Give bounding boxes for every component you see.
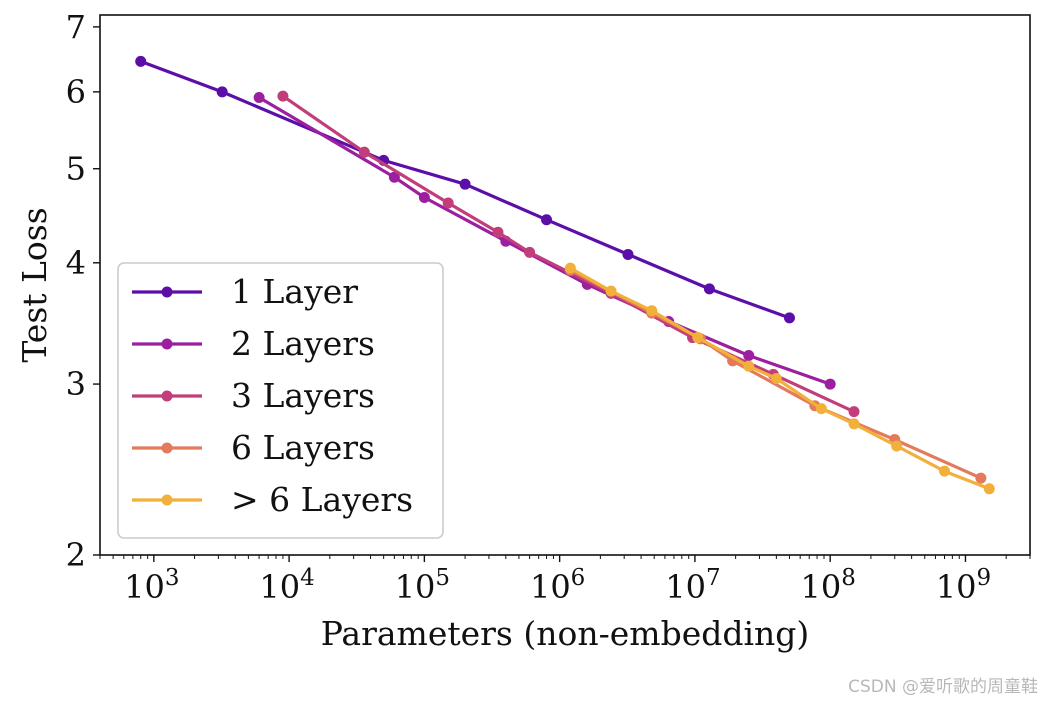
data-point [646,305,658,317]
series-line [139,59,792,320]
data-point [743,350,755,362]
legend-label: 6 Layers [231,428,375,467]
x-tick-label: 108 [801,565,856,606]
series-line [257,95,832,386]
plot-frame [99,14,1031,556]
y-axis: 2 3 4 5 6 7 [66,8,100,574]
data-point [442,197,454,209]
legend-label: 3 Layers [231,376,375,415]
data-point [975,472,987,484]
x-tick-label: 104 [259,565,314,606]
data-point [388,171,400,183]
x-axis: 103 104 105 106 107 108 109 [99,555,1031,606]
y-axis-title: Test Loss [15,207,54,362]
data-point [891,440,903,452]
data-point [622,248,634,260]
y-tick-label: 5 [66,150,86,188]
legend-marker [161,494,173,506]
x-tick-label: 105 [395,565,450,606]
data-point [564,262,576,274]
data-point [524,246,536,258]
data-point [216,86,228,98]
series-layer [135,55,995,495]
x-tick-label: 103 [124,565,179,606]
data-point [815,403,827,415]
data-point [848,406,860,418]
y-tick-label: 7 [66,8,86,46]
x-tick-label: 106 [530,565,585,606]
legend-frame [117,262,444,539]
legend-label: 2 Layers [231,324,375,363]
data-point [459,178,471,190]
data-point [703,283,715,295]
data-point [541,214,553,226]
data-point [770,372,782,384]
watermark: CSDN @爱听歌的周童鞋 [848,677,1038,697]
data-point [939,465,951,477]
legend-marker [161,338,173,350]
x-axis-title: Parameters (non-embedding) [321,614,810,653]
data-point [848,418,860,430]
data-point [253,92,265,104]
y-tick-label: 3 [66,365,86,403]
data-point [743,360,755,372]
x-tick-label: 109 [936,565,991,606]
y-tick-label: 6 [66,73,86,111]
data-point [418,192,430,204]
data-point [492,226,504,238]
legend-marker [161,390,173,402]
legend-marker [161,286,173,298]
data-point [692,332,704,344]
legend-label: 1 Layer [231,272,358,311]
data-point [824,378,836,390]
legend-label: > 6 Layers [231,480,413,519]
data-point [135,55,147,67]
data-point [277,90,289,102]
data-point [983,483,995,495]
legend: 1 Layer 2 Layers 3 Layers 6 Layers > 6 Layer… [117,262,444,539]
data-point [358,146,370,158]
y-tick-label: 4 [66,244,86,282]
x-tick-label: 107 [665,565,720,606]
data-point [783,312,795,324]
y-tick-label: 2 [66,536,86,574]
legend-marker [161,442,173,454]
data-point [605,285,617,297]
